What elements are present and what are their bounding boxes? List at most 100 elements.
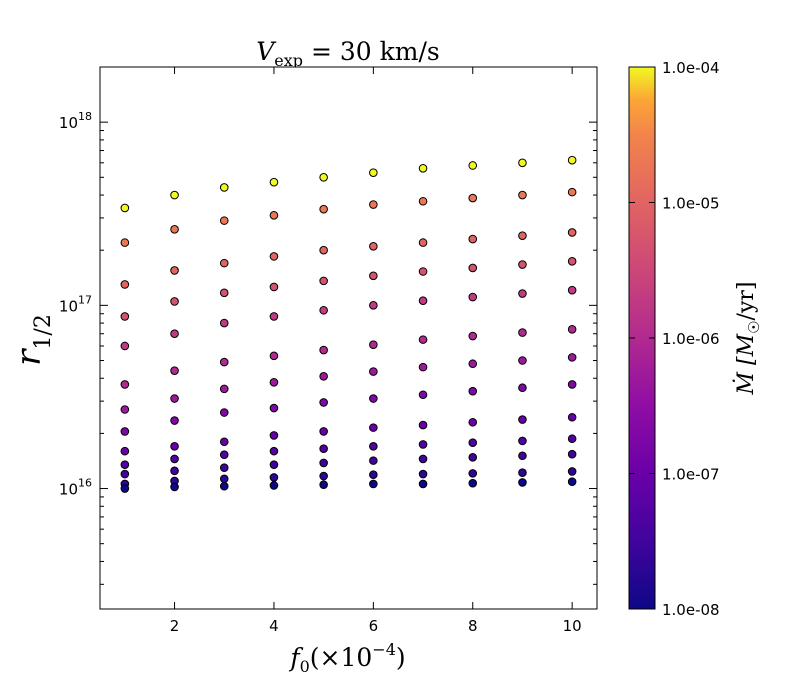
data-point bbox=[319, 398, 328, 407]
data-point bbox=[269, 351, 279, 361]
data-point bbox=[468, 292, 478, 302]
data-point bbox=[170, 394, 179, 403]
data-point bbox=[269, 446, 279, 456]
data-point bbox=[219, 318, 229, 328]
data-point bbox=[518, 415, 527, 424]
data-point bbox=[219, 474, 229, 484]
data-point bbox=[518, 231, 527, 240]
data-point bbox=[567, 353, 577, 362]
data-point bbox=[518, 328, 527, 337]
data-point bbox=[219, 408, 229, 417]
cblabel-rest: /yr] bbox=[734, 281, 759, 320]
data-point bbox=[567, 256, 577, 266]
data-point bbox=[269, 431, 279, 440]
data-point bbox=[319, 245, 328, 255]
data-point bbox=[120, 427, 130, 436]
data-point bbox=[567, 380, 577, 389]
data-point bbox=[319, 444, 328, 453]
data-point bbox=[418, 454, 428, 464]
data-point bbox=[369, 479, 378, 489]
data-point bbox=[120, 280, 130, 289]
x-axis-label: f0(×10−4) bbox=[288, 640, 405, 676]
y-tick-label: 1017 bbox=[59, 293, 92, 315]
data-point bbox=[170, 482, 179, 492]
data-point bbox=[518, 436, 527, 446]
data-point bbox=[219, 288, 229, 298]
data-point bbox=[219, 437, 229, 447]
data-point bbox=[120, 341, 130, 351]
x-tick-label: 2 bbox=[170, 617, 180, 635]
data-point bbox=[418, 479, 428, 489]
data-point bbox=[170, 466, 179, 476]
cblabel-main: Ṁ [M bbox=[732, 333, 759, 395]
data-point bbox=[120, 460, 130, 469]
data-point bbox=[219, 384, 229, 394]
data-point bbox=[518, 356, 527, 365]
chart-title: Vexp = 30 km/s bbox=[256, 37, 440, 70]
data-point bbox=[170, 366, 179, 375]
data-point bbox=[567, 467, 577, 476]
xlabel-rest: (×10 bbox=[310, 643, 373, 672]
y-tick-label: 1016 bbox=[59, 477, 92, 499]
data-point bbox=[418, 335, 428, 344]
data-point bbox=[518, 190, 527, 200]
data-point bbox=[269, 378, 279, 387]
data-point bbox=[319, 345, 328, 355]
data-point bbox=[567, 187, 577, 197]
data-point bbox=[418, 440, 428, 449]
data-point bbox=[219, 357, 229, 367]
data-point bbox=[369, 456, 378, 465]
data-point bbox=[170, 442, 179, 451]
data-point bbox=[319, 276, 328, 286]
data-point bbox=[319, 305, 328, 315]
x-tick-label: 8 bbox=[468, 617, 478, 635]
data-point bbox=[219, 183, 229, 192]
data-point bbox=[418, 267, 428, 276]
data-point bbox=[567, 285, 577, 295]
colorbar-tick-label: 1.0e-06 bbox=[662, 330, 720, 348]
data-point bbox=[319, 458, 328, 468]
data-point bbox=[369, 442, 378, 451]
data-point bbox=[468, 453, 478, 462]
data-point bbox=[319, 471, 328, 481]
ylabel-sub: 1/2 bbox=[31, 314, 56, 349]
data-point bbox=[468, 417, 478, 427]
data-point bbox=[468, 331, 478, 341]
data-point bbox=[170, 190, 179, 200]
data-point bbox=[468, 263, 478, 273]
data-point bbox=[567, 449, 577, 459]
data-point bbox=[468, 359, 478, 369]
data-point bbox=[567, 324, 577, 334]
xlabel-exp: −4 bbox=[372, 640, 396, 659]
data-point bbox=[567, 155, 577, 165]
data-point bbox=[518, 289, 527, 298]
data-point bbox=[567, 434, 577, 444]
data-point bbox=[518, 451, 527, 461]
title-rest: = 30 km/s bbox=[303, 37, 440, 66]
title-main: V bbox=[256, 37, 277, 66]
data-point bbox=[418, 420, 428, 430]
data-point bbox=[468, 478, 478, 488]
data-point bbox=[369, 168, 378, 177]
data-point bbox=[567, 477, 577, 486]
data-point bbox=[269, 211, 279, 220]
data-point bbox=[418, 163, 428, 173]
data-point bbox=[269, 473, 279, 482]
y-axis: 1016 1017 1018 bbox=[59, 66, 597, 585]
data-point bbox=[369, 394, 378, 403]
plot-area bbox=[99, 66, 598, 610]
data-point bbox=[219, 481, 229, 491]
data-point bbox=[518, 383, 527, 393]
data-point bbox=[120, 469, 130, 479]
data-point bbox=[170, 297, 179, 306]
data-point bbox=[418, 196, 428, 206]
x-axis: 2 4 6 8 10 bbox=[170, 67, 582, 635]
data-point bbox=[120, 238, 130, 247]
ylabel-main: r bbox=[9, 348, 49, 366]
data-point bbox=[319, 371, 328, 381]
x-tick-label: 10 bbox=[563, 617, 582, 635]
data-point bbox=[518, 260, 527, 269]
data-point bbox=[518, 478, 527, 487]
data-point bbox=[468, 438, 478, 447]
xlabel-f: f bbox=[288, 643, 303, 672]
